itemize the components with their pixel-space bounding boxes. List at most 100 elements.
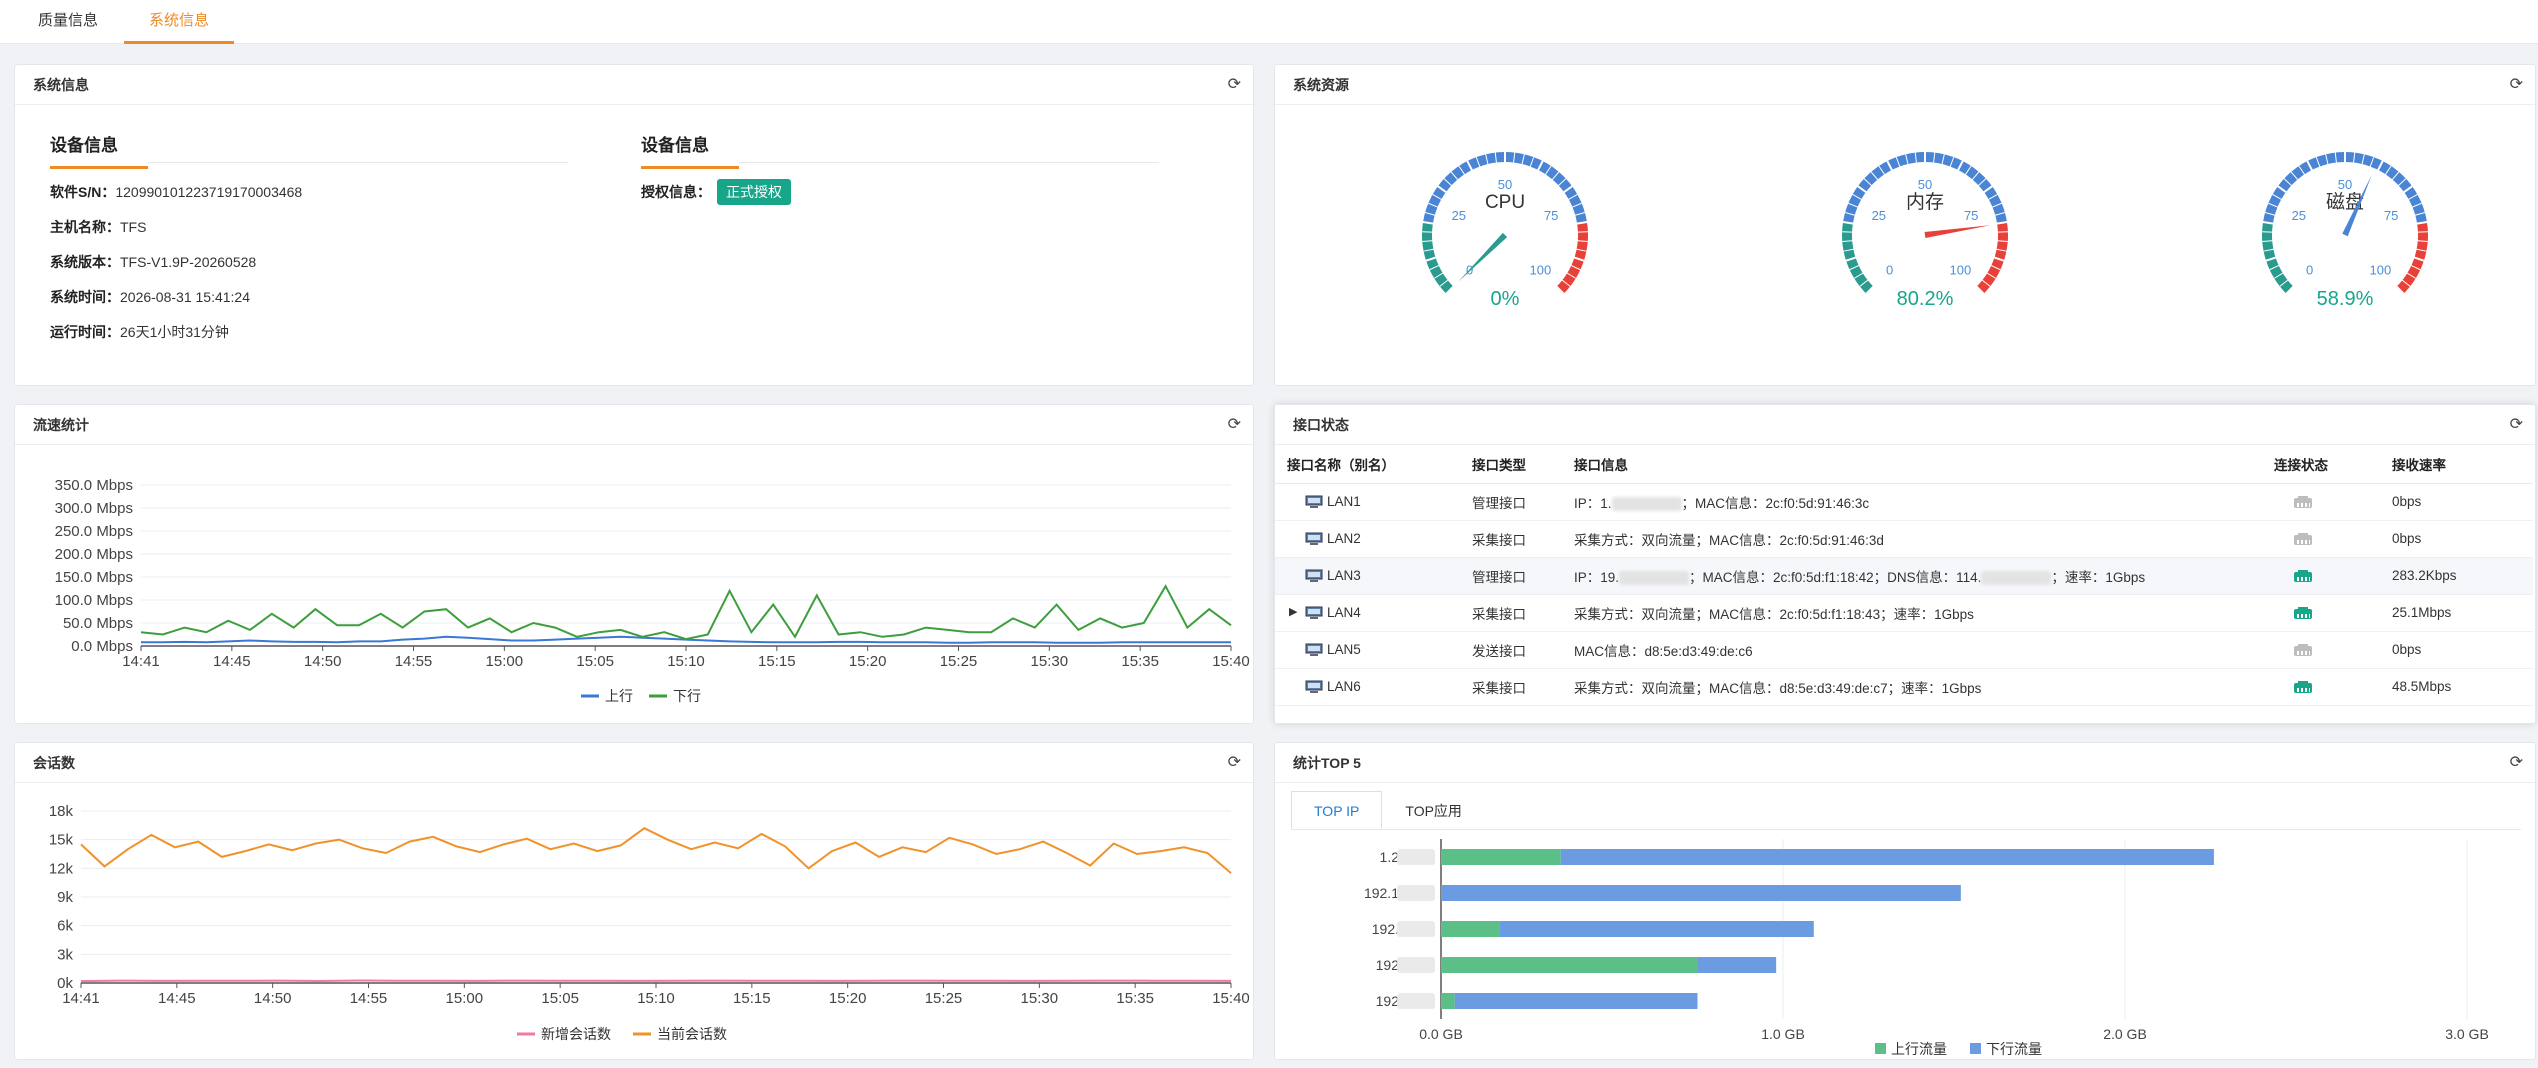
gauge-tick (2265, 253, 2287, 262)
gauge-tick (2262, 239, 2276, 243)
gauge-tick (1573, 248, 1587, 252)
gauge-tick (2285, 278, 2302, 295)
tab-top-ip[interactable]: TOP IP (1291, 791, 1383, 829)
gauge-tick (2396, 178, 2407, 188)
gauge-tick (1986, 221, 2008, 227)
computer-icon (1305, 680, 1323, 694)
table-row[interactable]: LAN6 采集接口 采集方式：双向流量；MAC信息：d8:5e:d3:49:de:c… (1275, 668, 2533, 706)
x-tick-label: 15:35 (1121, 653, 1159, 670)
license-badge: 正式授权 (717, 179, 791, 205)
section-title-device: 设备信息 (50, 131, 148, 169)
gauge-tick (1842, 221, 1864, 227)
tab-quality-info[interactable]: 质量信息 (37, 12, 98, 29)
gauge-tick (1940, 154, 1945, 168)
gauge-tick (1968, 278, 1985, 295)
bar-segment (1697, 957, 1777, 973)
col-rate: 接收速率 (2380, 445, 2533, 484)
gauge-tick (1424, 211, 1438, 217)
legend-label: 上行流量 (1891, 1041, 1947, 1057)
gauge-tick-label: 75 (1544, 208, 1558, 223)
gauge-tick (1528, 156, 1535, 170)
tab-top-app[interactable]: TOP应用 (1405, 803, 1462, 819)
gauge-tick (2290, 171, 2300, 183)
gauge-tick (2352, 152, 2356, 166)
gauge-tick (1423, 248, 1437, 252)
table-row[interactable]: LAN3 管理接口 IP：19. ；MAC信息：2c:f0:5d:f1:18:42；D… (1275, 557, 2533, 595)
gauge-tick (1948, 156, 1955, 170)
computer-icon (1305, 569, 1323, 583)
info-row-sn: 软件S/N：120990101223719170003468 (50, 184, 303, 200)
link-status-icon (2294, 681, 2312, 694)
gauge-tick (1422, 231, 1436, 233)
col-type: 接口类型 (1460, 445, 1562, 484)
gauge-tick (2325, 154, 2330, 168)
traffic-chart: 0.0 Mbps 50.0 Mbps 100.0 Mbps 150.0 Mbps 200… (55, 477, 1250, 704)
gauge-tick (1548, 278, 1565, 295)
refresh-icon[interactable]: ⟳ (2509, 754, 2523, 771)
gauge-tick (1566, 221, 1588, 227)
gauge-tick (1905, 154, 1910, 168)
gauge-tick (2277, 185, 2296, 200)
link-status-icon (2294, 570, 2312, 583)
gauge-tick (1422, 239, 1436, 243)
gauge-tick (1932, 152, 1936, 166)
info-text-a: IP：19. (1574, 569, 1620, 585)
x-tick-label: 15:10 (637, 990, 675, 1007)
gauge-tick (1914, 152, 1918, 166)
x-tick-label: 14:45 (213, 653, 251, 670)
link-status-icon (2294, 607, 2312, 620)
y-tick-label: 150.0 Mbps (55, 569, 133, 586)
masked-value (1619, 570, 1690, 585)
cell-rate: 25.1Mbps (2380, 594, 2533, 632)
gauge-tick (1439, 277, 1451, 287)
gauge-tick (2368, 156, 2375, 170)
table-row[interactable]: LAN5 发送接口 MAC信息：d8:5e:d3:49:de:c6 0bps (1275, 631, 2533, 669)
x-tick-label: 14:45 (158, 990, 196, 1007)
y-tick-label: 18k (49, 803, 74, 820)
x-tick-label: 14:55 (350, 990, 388, 1007)
legend-label: 新增会话数 (541, 1026, 611, 1042)
cell-rate: 0bps (2380, 483, 2533, 521)
cell-name: LAN1 (1275, 483, 1460, 521)
info-text-a: 采集方式：双向流量；MAC信息：2c:f0:5d:f1:18:43；速率：1Gb… (1574, 606, 1974, 622)
x-tick-label: 15:30 (1021, 990, 1059, 1007)
gauge-tick (1992, 211, 2006, 217)
series-line-0 (80, 979, 1232, 983)
gauge-tick (1429, 263, 1442, 271)
legend-swatch (1970, 1043, 1981, 1054)
refresh-icon[interactable]: ⟳ (2509, 76, 2523, 93)
computer-icon (1305, 606, 1323, 620)
refresh-icon[interactable]: ⟳ (1227, 76, 1241, 93)
table-row[interactable]: LAN1 管理接口 IP：1. ；MAC信息：2c:f0:5d:91:46:3c 0bp… (1275, 483, 2533, 521)
info-text-b: ；MAC信息：2c:f0:5d:f1:18:42；DNS信息：114. (1689, 569, 1982, 585)
gauge-tick-label: 0 (2306, 262, 2313, 277)
gauge-tick (1983, 253, 2005, 262)
gauge-tick (1895, 156, 1902, 170)
panel-title: 会话数 (33, 755, 75, 771)
cell-status (2262, 557, 2380, 595)
gauge-tick-label: 25 (1872, 208, 1886, 223)
refresh-icon[interactable]: ⟳ (1227, 754, 1241, 771)
tab-system-info[interactable]: 系统信息 (124, 0, 234, 44)
gauge-tick (1565, 194, 1578, 202)
gauge-tick (1450, 171, 1460, 183)
table-row[interactable]: ▶ LAN4 采集接口 采集方式：双向流量；MAC信息：2c:f0:5d:f1:18:… (1275, 594, 2533, 632)
iface-name: LAN3 (1327, 567, 1361, 583)
refresh-icon[interactable]: ⟳ (2509, 416, 2523, 433)
tabs-divider (1291, 829, 2521, 830)
cell-name: LAN2 (1275, 520, 1460, 558)
cell-info: 采集方式：双向流量；MAC信息：2c:f0:5d:91:46:3d (1562, 520, 2262, 558)
x-tick-label: 15:40 (1212, 990, 1250, 1007)
refresh-icon[interactable]: ⟳ (1227, 416, 1241, 433)
computer-icon (1305, 495, 1323, 509)
gauges-area: 0255075100CPU0%0255075100内存80.2%02550751… (1422, 152, 2428, 310)
divider (739, 162, 1159, 163)
series-line-1 (140, 584, 1232, 641)
gauge-tick (1568, 263, 1581, 271)
x-tick-label: 15:30 (1031, 653, 1069, 670)
panel-title: 系统资源 (1293, 77, 1349, 93)
expand-arrow-icon[interactable]: ▶ (1289, 605, 1298, 618)
gauge-tick (1849, 263, 1862, 271)
table-row[interactable]: LAN2 采集接口 采集方式：双向流量；MAC信息：2c:f0:5d:91:46:3… (1275, 520, 2533, 558)
y-category-label: 1.2 (1380, 849, 1400, 865)
